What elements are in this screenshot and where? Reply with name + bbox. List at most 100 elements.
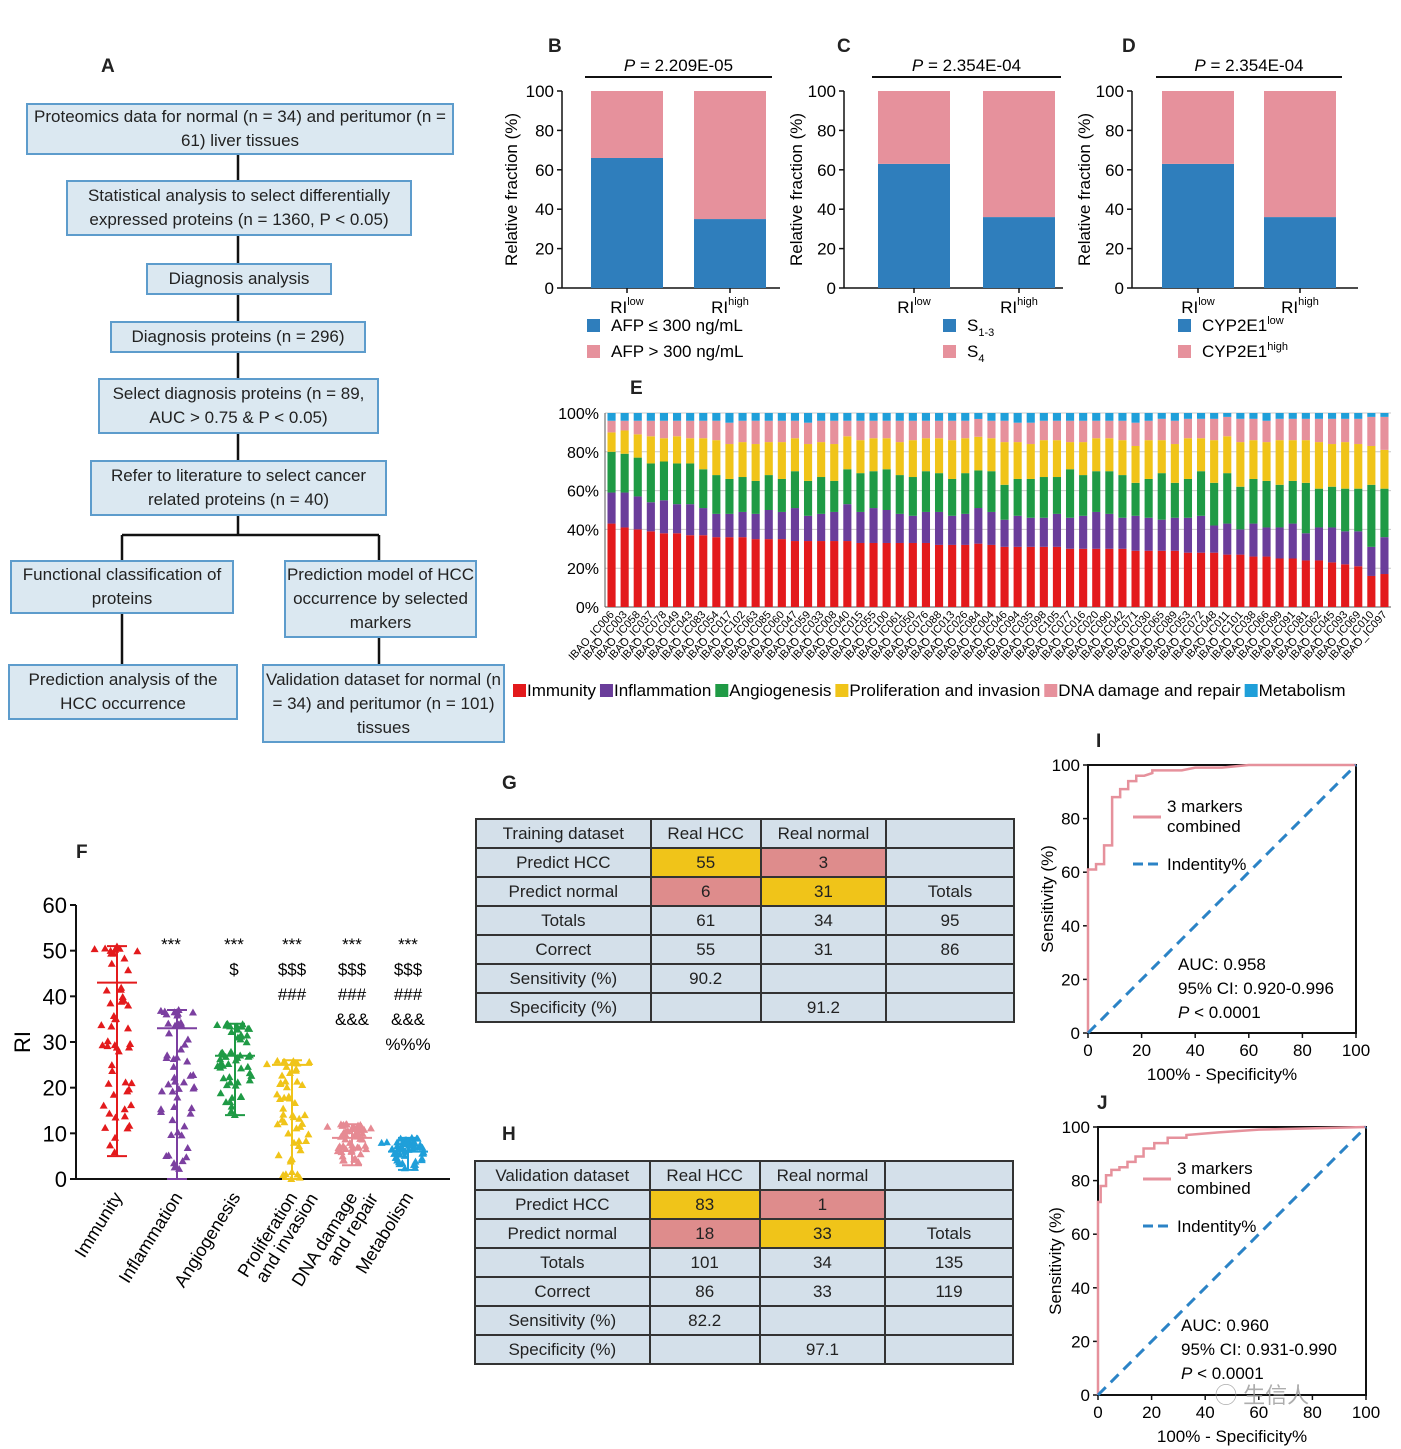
- data-point: [279, 1104, 288, 1112]
- y-tick-label: 100: [1052, 756, 1080, 775]
- legend-swatch: [943, 345, 956, 358]
- y-tick-label: 100: [808, 82, 836, 101]
- stack-segment: [607, 413, 616, 421]
- stack-segment: [843, 413, 852, 421]
- panel-label-h: H: [502, 1124, 516, 1145]
- stack-segment: [1092, 548, 1101, 607]
- data-point: [167, 1130, 176, 1138]
- panel-label-e: E: [630, 378, 643, 399]
- legend-label: CYP2E1high: [1202, 341, 1288, 361]
- stack-segment: [856, 511, 865, 543]
- data-point: [168, 1087, 177, 1095]
- legend-label: combined: [1167, 817, 1241, 836]
- data-point: [410, 1139, 419, 1147]
- stack-segment: [1052, 546, 1062, 607]
- table-row: Predict normal 6 31 Totals: [475, 876, 1015, 907]
- data-point: [169, 1062, 178, 1070]
- stack-segment: [974, 436, 983, 471]
- legend-swatch: [513, 684, 526, 697]
- stack-segment: [921, 511, 931, 543]
- table-cell: 55: [649, 847, 762, 878]
- stack-segment: [1288, 413, 1297, 419]
- stack-segment: [1367, 575, 1376, 607]
- data-point: [106, 1141, 115, 1149]
- x-tick-label: 0: [1083, 1041, 1092, 1060]
- data-point: [119, 996, 128, 1004]
- table-cell: 86: [885, 934, 1015, 965]
- stack-segment: [908, 515, 917, 543]
- data-point: [243, 1031, 252, 1039]
- legend-swatch: [587, 345, 600, 358]
- stack-segment: [620, 453, 629, 493]
- stack-segment: [777, 442, 786, 479]
- legend-label: 3 markers: [1167, 797, 1243, 816]
- stack-segment: [1144, 420, 1153, 441]
- stack-segment: [803, 444, 813, 481]
- stack-segment: [1196, 418, 1206, 439]
- stack-segment: [1223, 473, 1232, 524]
- stack-segment: [1026, 546, 1035, 607]
- stack-segment: [961, 413, 970, 421]
- stack-segment: [1275, 413, 1284, 419]
- table-cell: 18: [648, 1218, 761, 1249]
- watermark-text: 生信人: [1243, 1383, 1310, 1408]
- stack-segment: [1314, 418, 1324, 443]
- y-axis-label: Relative fraction (%): [787, 113, 806, 266]
- data-point: [351, 1155, 360, 1163]
- stack-segment: [1039, 517, 1048, 547]
- stack-segment: [1354, 566, 1363, 607]
- data-point: [417, 1154, 426, 1162]
- data-point: [116, 985, 125, 993]
- data-point: [219, 1074, 228, 1082]
- table-cell: [648, 1334, 761, 1365]
- stack-segment: [1092, 438, 1101, 472]
- data-point: [304, 1130, 313, 1138]
- stack-segment: [686, 438, 695, 464]
- table-cell: 101: [648, 1247, 761, 1278]
- stack-segment: [725, 537, 734, 607]
- table-cell: Predict HCC: [475, 847, 652, 878]
- table-cell: Predict normal: [475, 876, 652, 907]
- stat-text: P < 0.0001: [1178, 1003, 1261, 1022]
- data-point: [188, 1008, 197, 1016]
- data-point: [109, 1090, 118, 1098]
- y-tick-label: 40: [43, 984, 67, 1009]
- table-cell: 33: [758, 1276, 887, 1307]
- stack-segment: [607, 432, 616, 452]
- data-point: [243, 1062, 252, 1070]
- y-tick-label: 80: [1071, 1172, 1090, 1191]
- stack-segment: [1262, 556, 1271, 607]
- data-point: [107, 1061, 116, 1069]
- significance-mark: $$$: [338, 960, 367, 979]
- table-cell: Predict normal: [474, 1218, 651, 1249]
- stack-segment: [1013, 515, 1022, 547]
- stack-segment: [1301, 440, 1310, 483]
- stack-segment: [803, 480, 813, 516]
- data-point: [226, 1022, 235, 1030]
- stack-segment: [659, 413, 669, 421]
- stack-segment: [817, 477, 826, 514]
- stack-segment: [974, 543, 983, 607]
- stack-segment: [1105, 420, 1114, 439]
- stack-segment: [712, 537, 721, 607]
- stack-segment: [921, 420, 931, 439]
- stack-segment: [1223, 554, 1232, 607]
- data-point: [273, 1090, 282, 1098]
- data-point: [294, 1137, 303, 1145]
- data-point: [216, 1055, 225, 1063]
- data-point: [276, 1094, 285, 1102]
- stack-segment: [1013, 442, 1022, 479]
- x-tick-label: 0: [1093, 1403, 1102, 1422]
- stack-segment: [1065, 517, 1075, 549]
- stack-segment: [1183, 418, 1193, 439]
- stack-segment: [869, 542, 878, 607]
- data-point: [124, 1024, 133, 1032]
- x-tick-label: RIlow: [1181, 296, 1215, 317]
- chart-panel-b: P = 2.209E-05 0 20 40 60 80 100 Relative fracti…: [502, 56, 780, 361]
- stack-segment: [1065, 413, 1075, 421]
- significance-mark: ***: [282, 935, 302, 954]
- table-cell: 86: [648, 1276, 761, 1307]
- stack-segment: [1354, 418, 1363, 445]
- y-tick-label: 40%: [567, 522, 599, 539]
